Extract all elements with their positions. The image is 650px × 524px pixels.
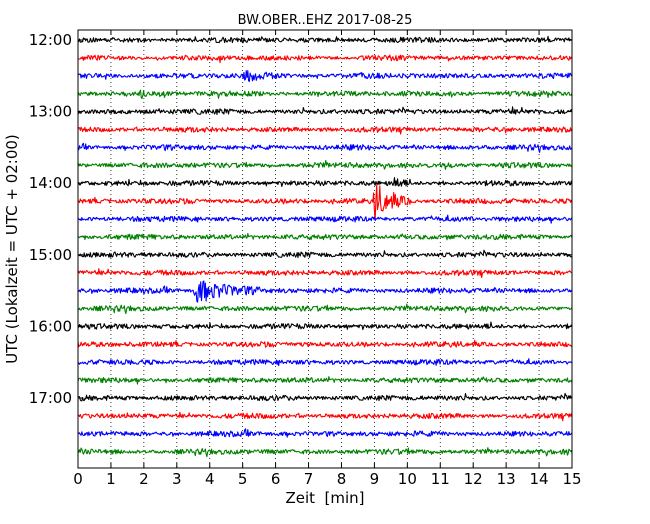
trace-1515: [77, 268, 573, 279]
trace-1315: [77, 126, 573, 135]
y-tick-label-1600: 16:00: [29, 317, 72, 335]
x-tick-label-9: 9: [370, 470, 380, 488]
trace-1215: [77, 54, 573, 64]
trace-1615: [77, 339, 573, 348]
grid-lines: [110, 30, 540, 468]
trace-1630: [77, 358, 573, 367]
y-tick-label-1500: 15:00: [29, 246, 72, 264]
trace-1330: [77, 142, 573, 153]
trace-group: [77, 35, 573, 458]
x-tick-label-7: 7: [304, 470, 314, 488]
trace-1600: [77, 321, 573, 331]
y-tick-label-1300: 13:00: [29, 103, 72, 121]
y-tick-label-1700: 17:00: [29, 389, 72, 407]
trace-1245: [77, 89, 573, 99]
trace-1230: [77, 70, 573, 82]
x-tick-label-1: 1: [106, 470, 116, 488]
x-tick-label-15: 15: [562, 470, 581, 488]
y-tick-label-1400: 14:00: [29, 174, 72, 192]
trace-1500: [77, 249, 573, 259]
x-tick-label-3: 3: [172, 470, 182, 488]
trace-1200: [77, 35, 573, 44]
trace-1715: [77, 411, 573, 422]
trace-1445: [77, 232, 573, 241]
trace-1545: [77, 303, 573, 315]
trace-1300: [77, 106, 573, 115]
x-tick-label-8: 8: [337, 470, 347, 488]
x-tick-label-11: 11: [431, 470, 450, 488]
axis-ticks: 0 1 2 3 4 5 6 7 8 9 10 11 12 13 14 1512:0013:0014:0015:…: [29, 30, 582, 488]
trace-1645: [77, 376, 573, 385]
trace-1400: [77, 177, 573, 188]
trace-1430: [77, 214, 573, 224]
x-tick-label-5: 5: [238, 470, 248, 488]
chart-title: BW.OBER..EHZ 2017-08-25: [238, 13, 413, 28]
plot-frame: [77, 29, 573, 469]
x-tick-label-12: 12: [464, 470, 483, 488]
trace-1745: [77, 447, 573, 458]
x-axis-label: Zeit [min]: [285, 489, 364, 507]
x-tick-label-2: 2: [139, 470, 149, 488]
x-tick-label-6: 6: [271, 470, 281, 488]
trace-1700: [77, 392, 573, 402]
x-tick-label-10: 10: [398, 470, 417, 488]
trace-1530: [77, 280, 573, 303]
trace-1345: [77, 159, 573, 170]
x-tick-label-4: 4: [205, 470, 215, 488]
trace-1730: [77, 428, 573, 438]
y-tick-label-1200: 12:00: [29, 31, 72, 49]
x-tick-label-13: 13: [497, 470, 516, 488]
x-tick-label-14: 14: [530, 470, 549, 488]
y-axis-label: UTC (Lokalzeit = UTC + 02:00): [3, 134, 21, 364]
trace-1415: [77, 184, 573, 221]
x-tick-label-0: 0: [73, 470, 83, 488]
